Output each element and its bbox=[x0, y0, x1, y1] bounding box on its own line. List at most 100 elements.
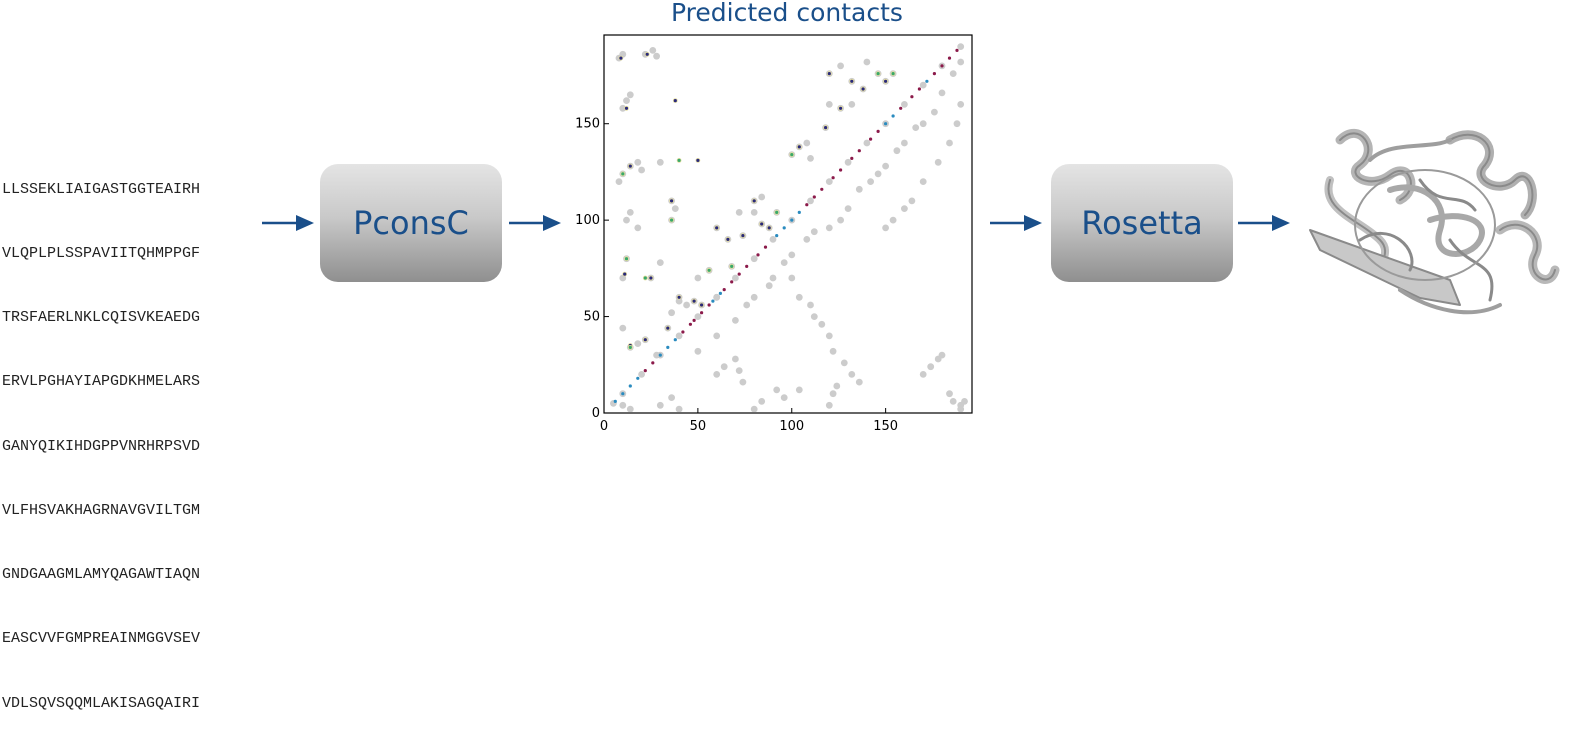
chart-marks bbox=[610, 43, 968, 413]
contact-point bbox=[919, 371, 927, 378]
contact-point bbox=[825, 101, 833, 108]
contact-point bbox=[651, 361, 655, 365]
contact-point bbox=[622, 271, 628, 277]
contact-point bbox=[626, 91, 634, 99]
contact-point bbox=[648, 275, 654, 281]
contact-point bbox=[745, 264, 749, 268]
contact-point bbox=[751, 198, 757, 204]
contact-point bbox=[634, 340, 642, 347]
sequence-line: EASCVVFGMPREAINMGGVSEV bbox=[2, 630, 201, 648]
contact-point bbox=[676, 294, 682, 300]
contact-point bbox=[855, 378, 863, 386]
contact-point bbox=[722, 288, 726, 292]
contact-point bbox=[919, 120, 927, 128]
contact-point bbox=[732, 355, 739, 363]
contact-point bbox=[750, 405, 758, 413]
contact-point bbox=[735, 209, 743, 216]
contact-point bbox=[758, 193, 766, 201]
contact-point bbox=[732, 317, 739, 324]
contact-point bbox=[613, 399, 617, 403]
contact-point bbox=[699, 302, 705, 308]
sequence-line: TRSFAERLNKLCQISVKEAEDG bbox=[2, 309, 201, 327]
contact-point bbox=[649, 47, 657, 54]
contact-point bbox=[750, 255, 758, 263]
contact-point bbox=[803, 236, 811, 243]
contact-point bbox=[946, 390, 953, 398]
contact-point bbox=[826, 71, 832, 76]
contact-point bbox=[925, 79, 929, 83]
contact-point bbox=[676, 157, 682, 163]
contact-point bbox=[957, 58, 965, 66]
contact-point bbox=[812, 195, 816, 199]
x-tick-label: 150 bbox=[873, 419, 898, 434]
contact-point bbox=[620, 171, 626, 177]
contact-point bbox=[953, 120, 961, 128]
contact-point bbox=[884, 122, 888, 126]
contact-point bbox=[626, 209, 634, 216]
contact-point bbox=[807, 301, 814, 309]
contact-point bbox=[848, 101, 856, 108]
contact-point bbox=[805, 203, 809, 207]
contact-point bbox=[759, 221, 765, 227]
contact-point bbox=[673, 338, 677, 342]
contact-map-chart: 0 50 100 150 0 50 100 150 bbox=[575, 34, 973, 434]
contact-point bbox=[623, 97, 630, 104]
contact-point bbox=[946, 139, 953, 147]
contact-point bbox=[623, 216, 630, 224]
contact-point bbox=[713, 293, 721, 301]
contact-point bbox=[618, 55, 624, 61]
contact-point bbox=[789, 152, 795, 157]
x-tick-label: 50 bbox=[690, 419, 707, 434]
contact-point bbox=[882, 224, 889, 232]
contact-point bbox=[621, 392, 625, 396]
contact-point bbox=[774, 209, 780, 215]
contact-point bbox=[732, 274, 739, 282]
contact-point bbox=[658, 353, 662, 357]
contact-point bbox=[672, 98, 678, 103]
contact-point bbox=[763, 245, 768, 249]
contact-point bbox=[638, 166, 645, 174]
contact-point bbox=[656, 158, 664, 166]
contact-point bbox=[825, 178, 833, 186]
contact-point bbox=[683, 301, 690, 309]
sequence-line: VLQPLPLSSPAVIITQHMPPGF bbox=[2, 245, 201, 263]
contact-point bbox=[634, 224, 642, 232]
contact-point bbox=[619, 401, 627, 409]
contact-point bbox=[769, 274, 777, 282]
plot-frame bbox=[603, 34, 973, 414]
contact-point bbox=[765, 282, 773, 290]
contact-point bbox=[957, 405, 965, 413]
contact-point bbox=[825, 332, 833, 340]
contact-point bbox=[627, 344, 633, 350]
contact-point bbox=[863, 139, 871, 147]
contact-point bbox=[940, 64, 944, 68]
contact-point bbox=[711, 299, 715, 303]
contact-point bbox=[833, 382, 841, 390]
contact-point bbox=[653, 52, 660, 60]
contact-point bbox=[739, 378, 747, 386]
contact-point bbox=[675, 332, 683, 340]
contact-point bbox=[867, 178, 874, 186]
contact-point bbox=[796, 144, 802, 150]
contact-point bbox=[666, 345, 670, 349]
contact-point bbox=[839, 168, 843, 172]
contact-point bbox=[694, 274, 702, 282]
contact-point bbox=[634, 158, 642, 166]
contact-point bbox=[656, 259, 664, 266]
contact-point bbox=[848, 371, 856, 378]
contact-point bbox=[855, 185, 863, 193]
contact-point bbox=[857, 149, 861, 153]
contact-point bbox=[947, 56, 952, 60]
contact-point bbox=[829, 390, 837, 398]
contact-point bbox=[818, 320, 826, 328]
contact-point bbox=[829, 347, 837, 355]
contact-point bbox=[934, 158, 942, 166]
contact-point bbox=[820, 187, 824, 191]
contact-point bbox=[838, 105, 844, 111]
contact-point bbox=[725, 236, 731, 242]
y-tick-label: 50 bbox=[583, 310, 600, 325]
contact-point bbox=[691, 298, 697, 304]
contact-point bbox=[810, 313, 818, 320]
contact-point bbox=[932, 72, 936, 76]
sequence-line: VLFHSVAKHAGRNAVGVILTGM bbox=[2, 501, 201, 519]
